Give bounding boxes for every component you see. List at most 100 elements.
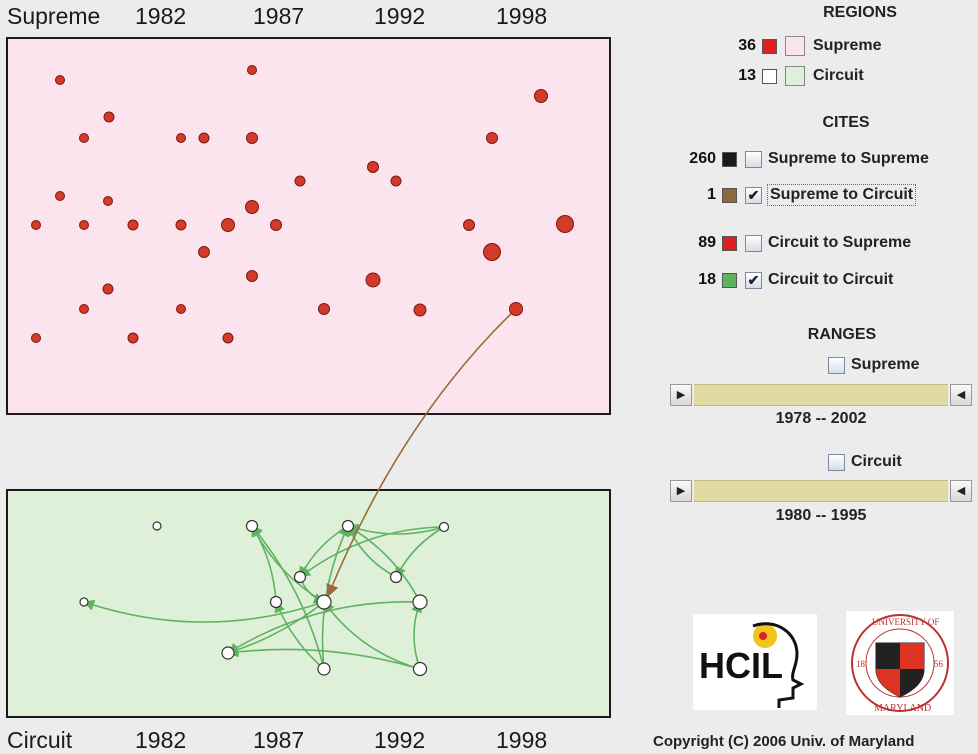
slider-track[interactable] xyxy=(694,384,948,406)
supreme-case-node xyxy=(176,133,186,143)
supreme-case-node xyxy=(222,332,234,344)
cite-row-circuit-to-supreme[interactable]: 89 Circuit to Supreme xyxy=(676,231,911,255)
supreme-case-node xyxy=(294,175,306,187)
supreme-range-slider[interactable]: ▶ ◀ xyxy=(670,384,972,406)
cite-row-circuit-to-circuit[interactable]: 18 ✔ Circuit to Circuit xyxy=(676,268,893,292)
supreme-range-text: 1978 -- 2002 xyxy=(775,410,867,427)
circuit-year-2: 1987 xyxy=(253,727,305,753)
ranges-heading: RANGES xyxy=(807,326,877,343)
umd-seal-logo: UNIVERSITY OF MARYLAND 18 56 xyxy=(846,611,954,715)
circuit-case-node xyxy=(438,521,450,533)
svg-text:56: 56 xyxy=(934,659,944,669)
hcil-logo: HCIL xyxy=(693,614,817,710)
cite-row-supreme-to-circuit[interactable]: 1 ✔ Supreme to Circuit xyxy=(676,183,917,207)
range-supreme-checkbox[interactable] xyxy=(828,356,845,374)
supreme-case-node xyxy=(413,303,427,317)
svg-text:UNIVERSITY OF: UNIVERSITY OF xyxy=(872,617,939,627)
circuit-citation-edge xyxy=(299,526,445,578)
region-node-swatch xyxy=(762,38,777,54)
supreme-case-node xyxy=(246,132,258,144)
region-row-supreme[interactable]: 36 Supreme xyxy=(716,34,881,58)
supreme-case-node xyxy=(367,161,379,173)
supreme-case-node xyxy=(365,272,381,288)
circuit-case-node xyxy=(412,594,428,610)
cite-checkbox-checked[interactable]: ✔ xyxy=(745,271,762,289)
cite-row-supreme-to-supreme[interactable]: 260 Supreme to Supreme xyxy=(676,147,929,171)
circuit-case-node xyxy=(245,519,259,533)
cite-checkbox[interactable] xyxy=(745,234,762,252)
range-toggle-circuit[interactable]: Circuit xyxy=(828,450,902,474)
cite-count: 18 xyxy=(698,271,716,288)
supreme-case-node xyxy=(31,333,41,343)
region-label: Circuit xyxy=(813,67,864,84)
svg-text:MARYLAND: MARYLAND xyxy=(874,703,931,714)
circuit-region-panel[interactable] xyxy=(6,489,611,718)
supreme-case-node xyxy=(221,218,235,232)
cite-color-swatch xyxy=(722,235,737,251)
circuit-citation-edge xyxy=(323,601,421,670)
slider-right-arrow-icon[interactable]: ◀ xyxy=(950,480,972,502)
supreme-year-3: 1992 xyxy=(374,3,426,29)
supreme-case-node xyxy=(198,132,210,144)
regions-heading: REGIONS xyxy=(823,4,897,21)
range-toggle-supreme[interactable]: Supreme xyxy=(828,353,919,377)
supreme-case-node xyxy=(79,220,89,230)
cites-heading: CITES xyxy=(822,114,870,131)
supreme-case-node xyxy=(79,304,89,314)
supreme-case-node xyxy=(127,219,139,231)
range-circuit-label: Circuit xyxy=(851,453,902,470)
cite-color-swatch xyxy=(722,151,737,167)
supreme-case-node xyxy=(103,196,113,206)
circuit-citation-edge xyxy=(274,600,325,670)
supreme-case-node xyxy=(31,220,41,230)
circuit-case-node xyxy=(316,594,332,610)
slider-left-arrow-icon[interactable]: ▶ xyxy=(670,480,692,502)
slider-left-arrow-icon[interactable]: ▶ xyxy=(670,384,692,406)
range-circuit-checkbox[interactable] xyxy=(828,453,845,471)
supreme-year-2: 1987 xyxy=(253,3,305,29)
region-row-circuit[interactable]: 13 Circuit xyxy=(716,64,864,88)
supreme-case-node xyxy=(247,65,257,75)
region-node-swatch xyxy=(762,68,777,84)
cite-checkbox[interactable] xyxy=(745,150,762,168)
svg-text:18: 18 xyxy=(856,659,866,669)
circuit-case-node xyxy=(79,597,89,607)
supreme-case-node xyxy=(486,132,498,144)
supreme-case-node xyxy=(176,304,186,314)
supreme-case-node xyxy=(534,89,548,103)
umd-seal-icon: UNIVERSITY OF MARYLAND 18 56 xyxy=(851,614,949,714)
supreme-axis-title: Supreme xyxy=(7,3,101,29)
region-count: 13 xyxy=(738,67,756,84)
circuit-range-slider[interactable]: ▶ ◀ xyxy=(670,480,972,502)
cite-count: 89 xyxy=(698,234,716,251)
circuit-case-node xyxy=(412,661,428,677)
supreme-case-node xyxy=(390,175,402,187)
circuit-case-node xyxy=(269,595,283,609)
circuit-citation-edge xyxy=(226,646,421,670)
copyright-text: Copyright (C) 2006 Univ. of Maryland xyxy=(653,733,915,750)
cite-label: Circuit to Supreme xyxy=(768,234,912,251)
cite-label: Circuit to Circuit xyxy=(768,271,894,288)
supreme-case-node xyxy=(556,215,574,233)
cite-label: Supreme to Supreme xyxy=(768,150,929,167)
region-count: 36 xyxy=(738,37,756,54)
supreme-case-node xyxy=(198,246,210,258)
circuit-case-node xyxy=(317,662,331,676)
region-color-box[interactable] xyxy=(785,36,805,56)
circuit-year-1: 1982 xyxy=(135,727,187,753)
supreme-region-panel[interactable] xyxy=(6,37,611,415)
supreme-case-node xyxy=(246,270,258,282)
supreme-case-node xyxy=(270,219,282,231)
slider-track[interactable] xyxy=(694,480,948,502)
circuit-case-node xyxy=(341,519,355,533)
hcil-head-icon: HCIL xyxy=(699,622,805,708)
supreme-case-node xyxy=(245,200,259,214)
slider-right-arrow-icon[interactable]: ◀ xyxy=(950,384,972,406)
cite-checkbox-checked[interactable]: ✔ xyxy=(745,186,762,204)
region-color-box[interactable] xyxy=(785,66,805,86)
supreme-case-node xyxy=(463,219,475,231)
circuit-case-node xyxy=(221,646,235,660)
supreme-to-circuit-edge xyxy=(326,308,517,598)
circuit-year-3: 1992 xyxy=(374,727,426,753)
